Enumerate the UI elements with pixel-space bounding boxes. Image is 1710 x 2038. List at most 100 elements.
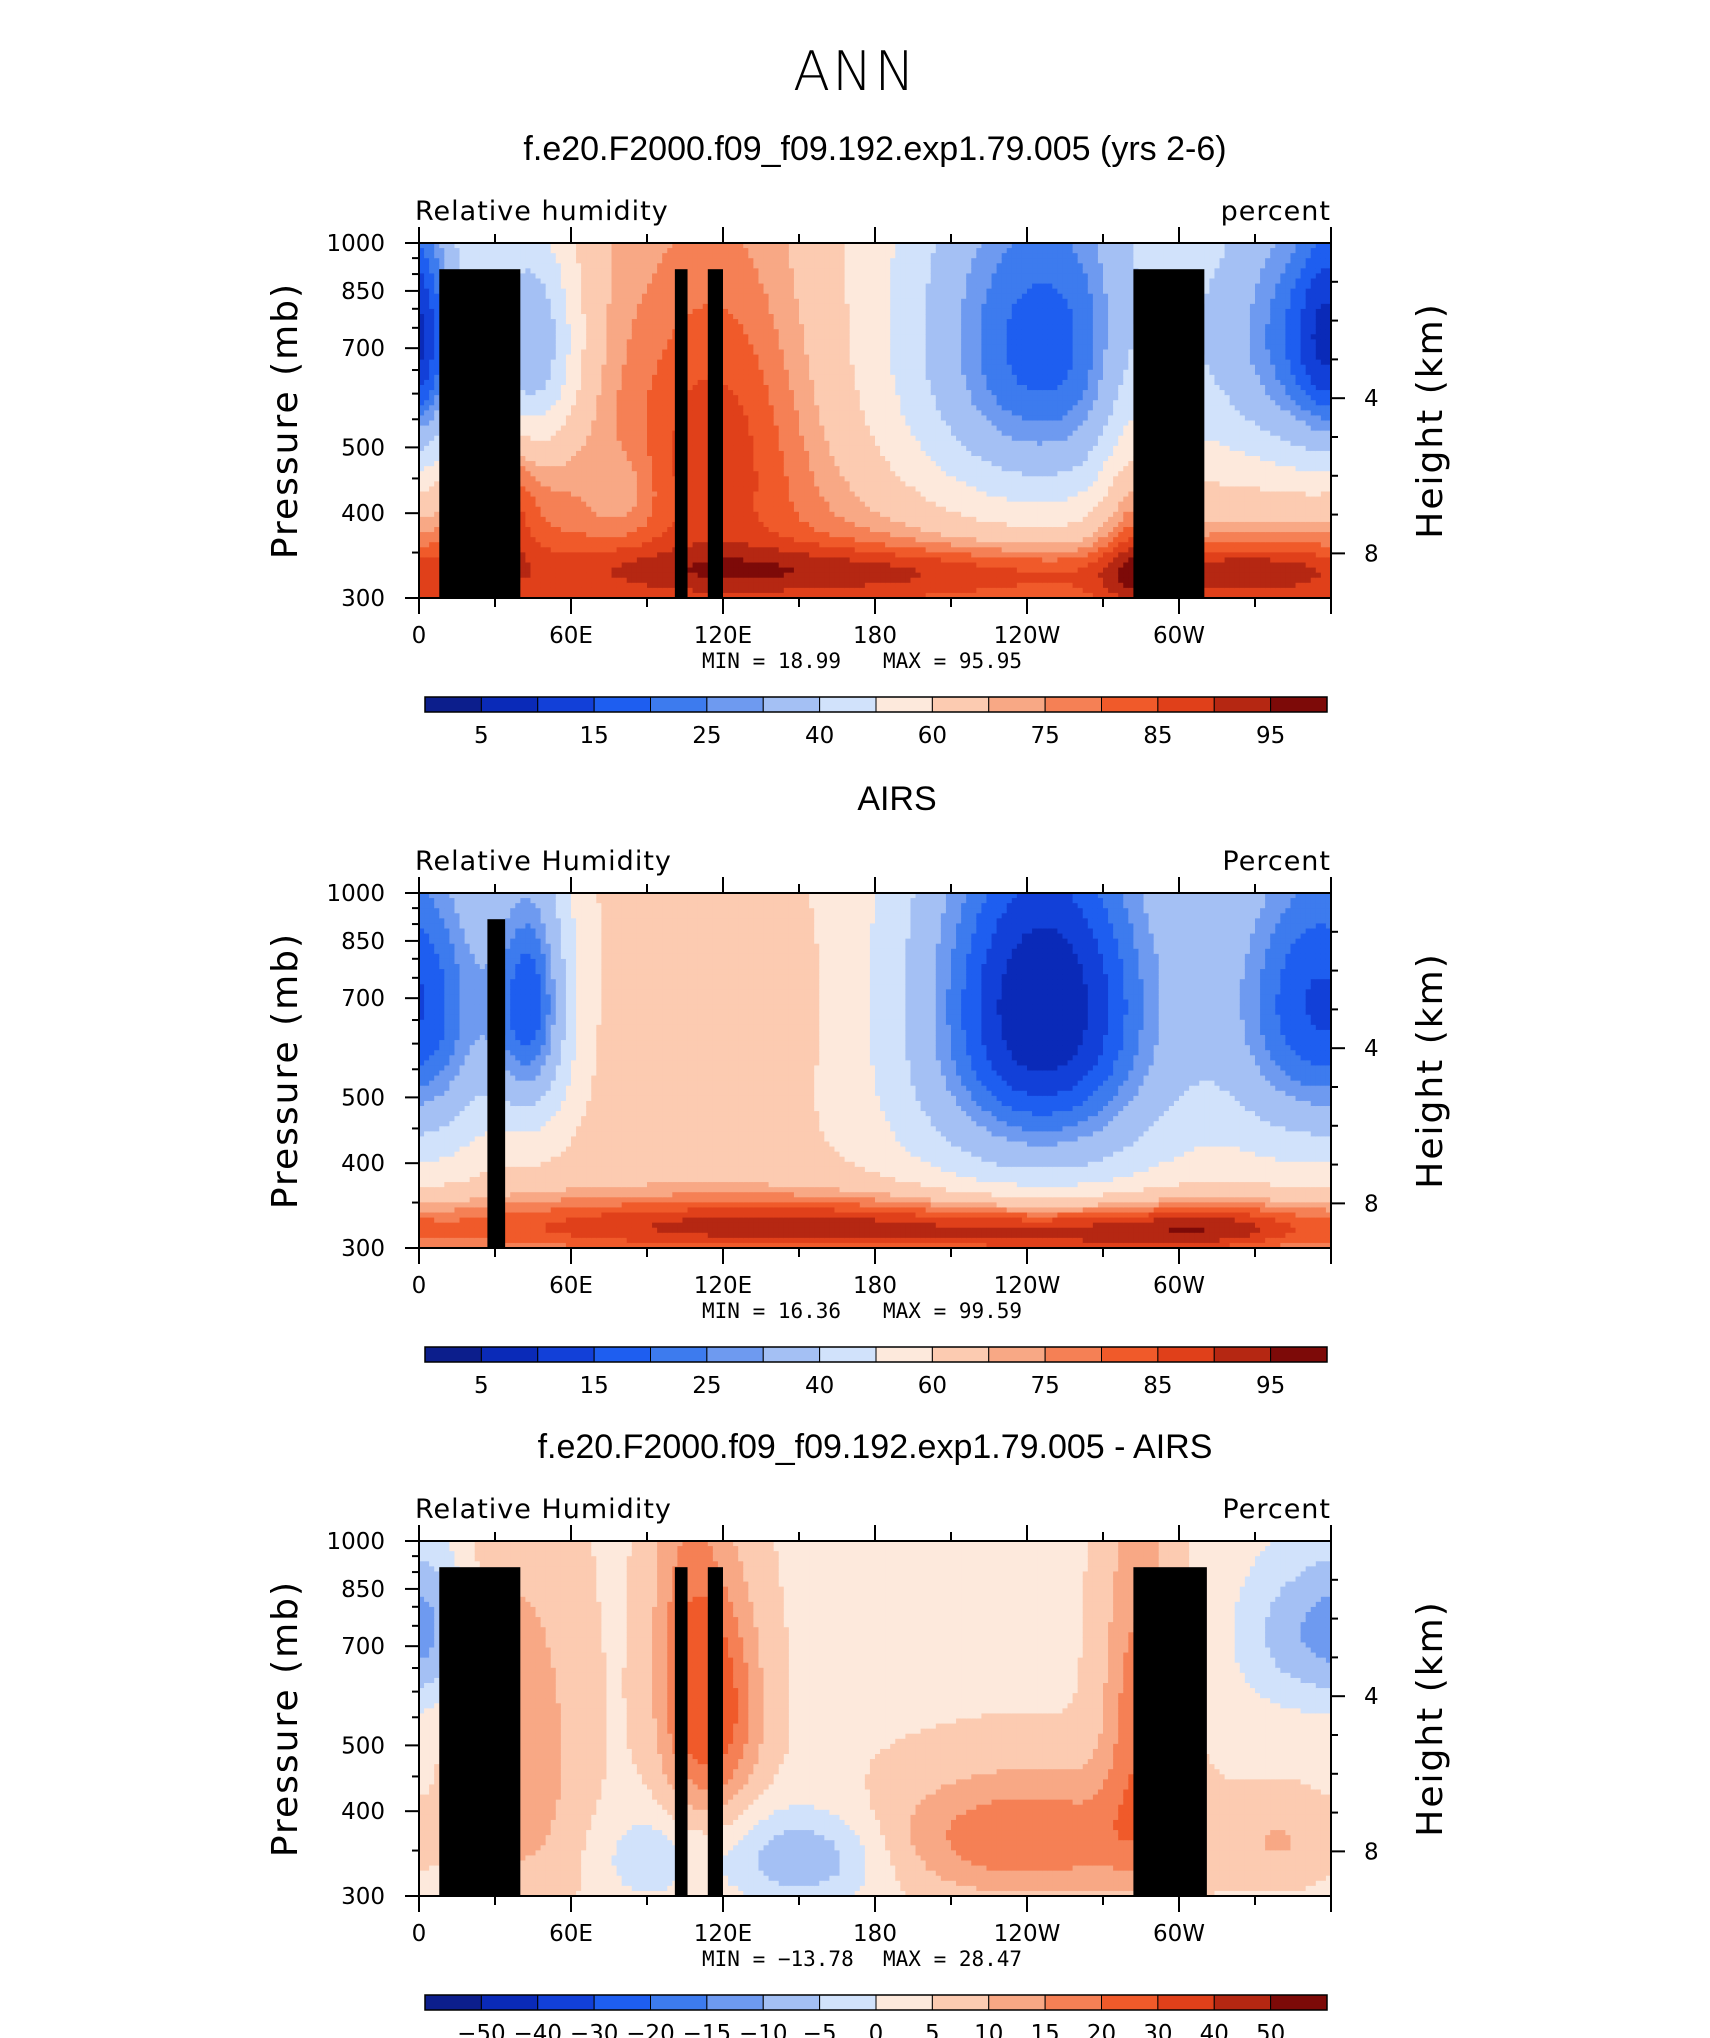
colorbar-swatch: [931, 1346, 990, 1363]
colorbar-swatch: [424, 1994, 482, 2011]
topography-mask: [674, 1567, 688, 1896]
max-value: MAX = 28.47: [883, 1947, 1022, 1971]
colorbar-swatch: [537, 1994, 595, 2011]
y-tick-label: 850: [341, 929, 385, 955]
topography-mask: [439, 269, 521, 598]
y-tick-label: 300: [341, 1236, 385, 1262]
colorbar-swatch: [762, 1994, 821, 2011]
topography-mask: [707, 1567, 723, 1896]
colorbar-swatch: [1044, 1346, 1102, 1363]
colorbar-swatch: [706, 1994, 764, 2011]
colorbar-swatch: [1101, 696, 1159, 713]
colorbar-swatch: [480, 1994, 539, 2011]
x-tick-label: 180: [853, 623, 897, 649]
units-label: percent: [1221, 196, 1331, 227]
colorbar-swatch: [1213, 1346, 1272, 1363]
colorbar-swatch: [650, 696, 708, 713]
height-tick-label: 4: [1364, 1684, 1379, 1710]
y-tick-label: 1000: [326, 881, 385, 907]
variable-label: Relative Humidity: [415, 1494, 672, 1525]
min-value: MIN = 16.36: [702, 1299, 841, 1323]
colorbar-label: 25: [692, 1373, 721, 1399]
x-tick-label: 120E: [694, 1273, 752, 1299]
panel-2: AIRS Relative Humidity Percent 0 60E 120E 180 1…: [265, 780, 1451, 1399]
page-title: ANN: [0, 40, 1710, 103]
colorbar-label: 5: [925, 2021, 940, 2038]
panel-3: f.e20.F2000.f09_f09.192.exp1.79.005 - AI…: [265, 1428, 1451, 2038]
colorbar-swatch: [819, 1994, 877, 2011]
colorbar-frame: [424, 1994, 1328, 2011]
x-tick-label: 180: [853, 1273, 897, 1299]
colorbar-swatch: [1044, 696, 1102, 713]
x-tick-label: 120W: [994, 1273, 1061, 1299]
x-tick-label: 0: [412, 1921, 427, 1947]
colorbar-swatch: [706, 1346, 764, 1363]
colorbar-swatch: [931, 696, 990, 713]
x-tick-label: 0: [412, 1273, 427, 1299]
colorbar-swatch: [875, 696, 933, 713]
colorbar-swatch: [537, 1346, 595, 1363]
colorbar-swatch: [1270, 1346, 1328, 1363]
colorbar-label: 95: [1256, 723, 1285, 749]
colorbar-label: 75: [1030, 723, 1059, 749]
colorbar-label: 25: [692, 723, 721, 749]
y-tick-label: 400: [341, 1151, 385, 1177]
colorbar-swatch: [1101, 1346, 1159, 1363]
x-tick-label: 60E: [549, 1273, 593, 1299]
colorbar-label: 5: [474, 723, 489, 749]
colorbar-label: −15: [683, 2021, 732, 2038]
colorbar-swatch: [537, 696, 595, 713]
x-tick-label: 120E: [694, 1921, 752, 1947]
colorbar-swatch: [480, 696, 539, 713]
colorbar-swatch: [1157, 1346, 1215, 1363]
colorbar-frame: [424, 1346, 1328, 1363]
colorbar-swatch: [424, 1346, 482, 1363]
colorbar-frame: [424, 696, 1328, 713]
colorbar-swatch: [819, 1346, 877, 1363]
y-tick-label: 700: [341, 986, 385, 1012]
panel-title: AIRS: [857, 780, 936, 818]
colorbar-label: 15: [579, 1373, 608, 1399]
units-label: Percent: [1222, 1494, 1331, 1525]
colorbar-label: −10: [739, 2021, 788, 2038]
colorbar-label: 5: [474, 1373, 489, 1399]
colorbar-label: 20: [1087, 2021, 1116, 2038]
colorbar-swatch: [819, 696, 877, 713]
colorbar-label: 60: [918, 1373, 947, 1399]
panel-title: f.e20.F2000.f09_f09.192.exp1.79.005 (yrs…: [523, 130, 1226, 168]
height-tick-label: 8: [1364, 541, 1379, 567]
colorbar-swatch: [424, 696, 482, 713]
y-tick-label: 700: [341, 336, 385, 362]
colorbar-label: −30: [570, 2021, 619, 2038]
colorbar-swatch: [480, 1346, 539, 1363]
topography-mask: [489, 289, 508, 598]
colorbar-swatch: [762, 1346, 821, 1363]
max-value: MAX = 95.95: [883, 649, 1022, 673]
y-tick-label: 1000: [326, 231, 385, 257]
colorbar-label: −5: [803, 2021, 837, 2038]
colorbar-swatch: [650, 1994, 708, 2011]
colorbar-label: −20: [626, 2021, 675, 2038]
colorbar-label: 40: [1200, 2021, 1229, 2038]
colorbar-swatch: [593, 1346, 651, 1363]
y-tick-label: 400: [341, 501, 385, 527]
y-axis-title-right: Height (km): [1410, 952, 1451, 1188]
colorbar-swatch: [650, 1346, 708, 1363]
topography-mask: [1133, 269, 1205, 598]
colorbar-swatch: [1044, 1994, 1102, 2011]
height-tick-label: 8: [1364, 1839, 1379, 1865]
min-value: MIN = −13.78: [702, 1947, 854, 1971]
x-tick-label: 120E: [694, 623, 752, 649]
colorbar-swatch: [1101, 1994, 1159, 2011]
colorbar-swatch: [1213, 1994, 1272, 2011]
y-tick-label: 500: [341, 435, 385, 461]
height-tick-label: 8: [1364, 1191, 1379, 1217]
colorbar-label: 30: [1143, 2021, 1172, 2038]
y-axis-title: Pressure (mb): [265, 282, 306, 559]
topography-mask: [674, 269, 688, 598]
y-tick-label: 850: [341, 279, 385, 305]
colorbar-swatch: [593, 1994, 651, 2011]
x-tick-label: 120W: [994, 623, 1061, 649]
colorbar-label: 85: [1143, 1373, 1172, 1399]
y-tick-label: 850: [341, 1577, 385, 1603]
